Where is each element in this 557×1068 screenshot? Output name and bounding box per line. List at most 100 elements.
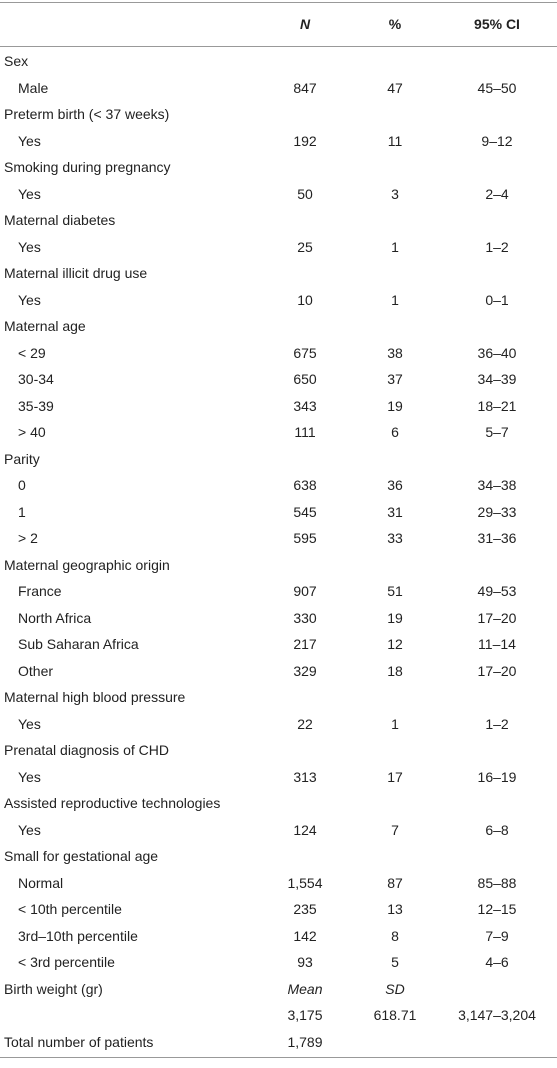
cell: 25 <box>297 238 313 255</box>
data-row: 30-34 650 37 34–39 <box>0 366 557 393</box>
data-row: Sub Saharan Africa 217 12 11–14 <box>0 631 557 658</box>
cell: 0–1 <box>485 291 509 308</box>
cell: 9–12 <box>481 132 513 149</box>
data-row: France 907 51 49–53 <box>0 578 557 605</box>
cell: 124 <box>293 821 317 838</box>
cell: 192 <box>293 132 317 149</box>
data-row: Other 329 18 17–20 <box>0 658 557 685</box>
section-title: Maternal age <box>4 318 86 334</box>
section-title: Total number of patients <box>4 1033 154 1050</box>
cell: 45–50 <box>477 79 517 96</box>
cell: 36 <box>387 477 403 493</box>
data-row: Yes 192 11 9–12 <box>0 128 557 155</box>
data-row: 35-39 343 19 18–21 <box>0 393 557 420</box>
section-title: Smoking during pregnancy <box>4 159 171 175</box>
cell: 12–15 <box>477 901 517 917</box>
row-label: Yes <box>18 768 41 785</box>
cell: 6 <box>391 424 399 440</box>
cell: 51 <box>387 583 403 599</box>
section-title: Maternal geographic origin <box>4 556 170 573</box>
cell: 3 <box>391 185 399 202</box>
data-row: Yes 10 1 0–1 <box>0 287 557 314</box>
section-row: Preterm birth (< 37 weeks) <box>0 101 557 128</box>
cell: 17 <box>387 768 403 785</box>
cell: 1–2 <box>485 715 509 732</box>
cell: 638 <box>293 477 317 493</box>
cell: 142 <box>293 927 317 944</box>
header-cell: % <box>388 16 402 32</box>
header-cell: N <box>299 16 311 32</box>
section-title: Maternal diabetes <box>4 212 116 228</box>
row-label: France <box>18 583 62 599</box>
section-title: Maternal high blood pressure <box>4 689 186 705</box>
cell: 31 <box>387 503 403 520</box>
cell: 33 <box>387 530 403 546</box>
row-label: Yes <box>18 132 41 149</box>
data-row: 1 545 31 29–33 <box>0 499 557 526</box>
data-row: > 2 595 33 31–36 <box>0 525 557 552</box>
cell: 329 <box>293 662 317 679</box>
cell: 650 <box>293 371 317 387</box>
data-row: 3,175 618.71 3,147–3,204 <box>0 1002 557 1029</box>
section-row: Maternal age <box>0 313 557 340</box>
row-label: Yes <box>18 821 41 838</box>
cell: 1 <box>391 291 399 308</box>
cell: 8 <box>391 927 399 944</box>
cell: 330 <box>293 609 317 626</box>
section-row: Sex <box>0 48 557 75</box>
section-row: Maternal diabetes <box>0 207 557 234</box>
cell: 4–6 <box>485 954 509 970</box>
row-label: < 29 <box>18 344 46 361</box>
cell: 6–8 <box>485 821 509 838</box>
cell: 47 <box>387 79 403 96</box>
cell: 595 <box>293 530 317 546</box>
section-row: Maternal illicit drug use <box>0 260 557 287</box>
cell: 18 <box>387 662 403 679</box>
cell: 37 <box>387 371 403 387</box>
cell: 907 <box>293 583 317 599</box>
data-row: < 10th percentile 235 13 12–15 <box>0 896 557 923</box>
row-label: Yes <box>18 238 41 255</box>
cell: Mean <box>287 980 323 997</box>
data-row: Yes 25 1 1–2 <box>0 234 557 261</box>
cell: 29–33 <box>477 503 517 520</box>
section-title: Parity <box>4 450 40 467</box>
row-label: Yes <box>18 185 41 202</box>
cell: 34–39 <box>477 371 517 387</box>
row-label: 3rd–10th percentile <box>18 927 138 944</box>
cell: 3,175 <box>287 1007 323 1023</box>
cell: 38 <box>387 344 403 361</box>
cell: 17–20 <box>477 609 517 626</box>
row-label: 35-39 <box>18 397 54 414</box>
cell: 11–14 <box>478 636 516 652</box>
cell: 1–2 <box>485 238 509 255</box>
cell: 18–21 <box>477 397 517 414</box>
data-row: Yes 124 7 6–8 <box>0 817 557 844</box>
section-title: Preterm birth (< 37 weeks) <box>4 106 170 122</box>
data-row: < 3rd percentile 93 5 4–6 <box>0 949 557 976</box>
cell: 19 <box>387 609 403 626</box>
cell: 5 <box>391 954 399 970</box>
row-label: Other <box>18 662 54 679</box>
section-title: Birth weight (gr) <box>4 980 103 997</box>
cell: 3,147–3,204 <box>458 1007 536 1023</box>
cell: 34–38 <box>477 477 517 493</box>
section-row: Maternal high blood pressure <box>0 684 557 711</box>
cell: 31–36 <box>477 530 517 546</box>
top-rule <box>0 2 557 3</box>
cell: 7 <box>391 821 399 838</box>
data-row: Yes 22 1 1–2 <box>0 711 557 738</box>
row-label: 1 <box>18 503 26 520</box>
cell: 313 <box>293 768 317 785</box>
data-row: < 29 675 38 36–40 <box>0 340 557 367</box>
cell: 22 <box>297 715 313 732</box>
section-row: Smoking during pregnancy <box>0 154 557 181</box>
section-title: Sex <box>4 53 29 69</box>
cell: 675 <box>293 344 317 361</box>
row-label: < 3rd percentile <box>18 954 115 970</box>
cell: 1,554 <box>287 874 323 891</box>
data-row: 0 638 36 34–38 <box>0 472 557 499</box>
cell: 7–9 <box>485 927 509 944</box>
cell: 19 <box>387 397 403 414</box>
cell: 545 <box>293 503 317 520</box>
